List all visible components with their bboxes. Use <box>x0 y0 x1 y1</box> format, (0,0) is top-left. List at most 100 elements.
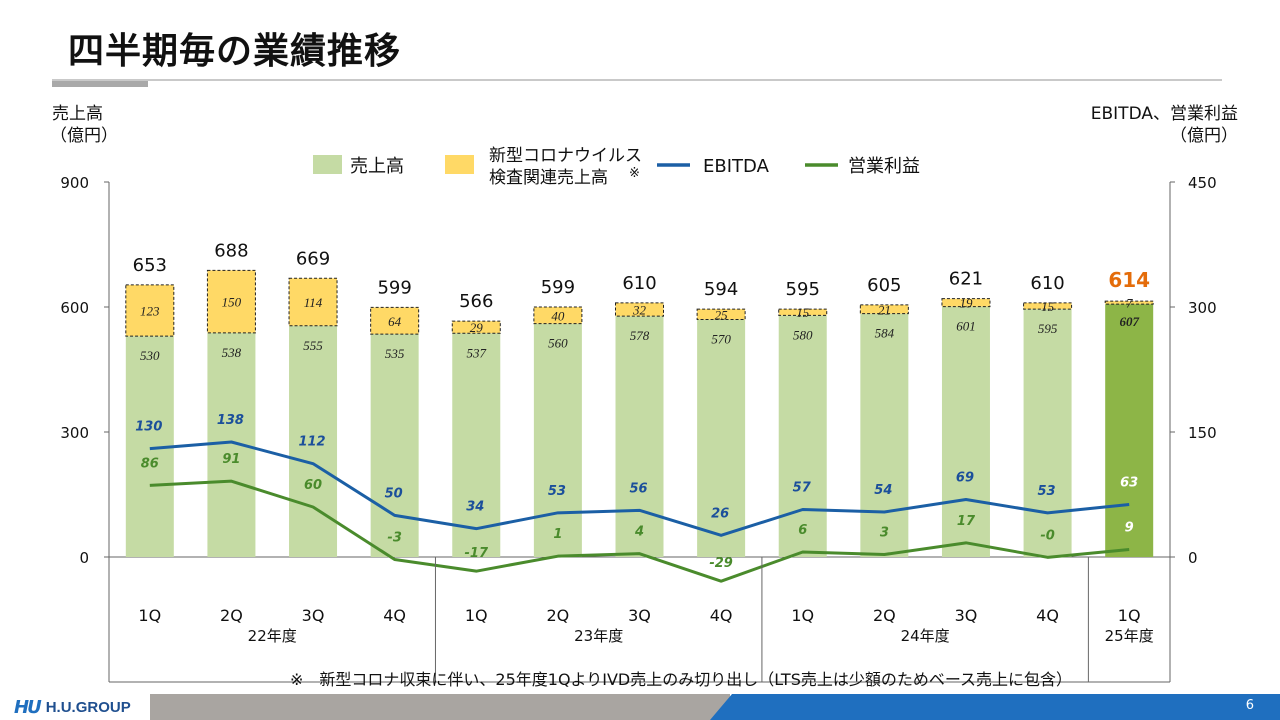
total-value-label: 653 <box>133 255 167 276</box>
op-income-value-label: 6 <box>798 523 807 538</box>
op-income-value-label: 91 <box>222 452 240 467</box>
left-tick-label: 0 <box>79 549 89 567</box>
chart-bars <box>125 269 1154 557</box>
ebitda-value-label: 54 <box>874 483 892 498</box>
sales-value-label: 607 <box>1119 314 1139 329</box>
total-value-label: 595 <box>786 279 820 300</box>
right-tick-label: 0 <box>1188 549 1198 567</box>
covid-bar <box>615 302 664 317</box>
op-income-value-label: 86 <box>141 456 159 471</box>
legend-ebitda-label: EBITDA <box>703 156 770 177</box>
chart-x-axis: 1Q 2Q 3Q 4Q 1Q 2Q 3Q 4Q 1Q 2Q 3Q 4Q 1Q 22年度 23年度 24年度 25… <box>138 557 1154 682</box>
legend-covid-swatch <box>445 155 474 174</box>
title-accent-bar <box>52 81 148 87</box>
quarter-label: 4Q <box>383 606 406 625</box>
covid-bar <box>206 269 256 334</box>
company-logo: HU H.U.GROUP <box>14 697 131 718</box>
quarterly-results-chart: 売上高 新型コロナウイルス 検査関連売上高 ※ EBITDA 営業利益 0 300… <box>60 146 1217 683</box>
total-value-label: 610 <box>1030 273 1064 294</box>
total-value-label: 599 <box>377 277 411 298</box>
right-axis-title-line2: （億円） <box>1170 126 1238 146</box>
ebitda-value-label: 57 <box>793 481 812 496</box>
fiscal-year-label: 22年度 <box>248 627 297 645</box>
total-value-label: 610 <box>622 273 656 294</box>
quarter-label: 1Q <box>465 606 488 625</box>
total-value-label: 594 <box>704 279 738 300</box>
ebitda-value-label: 26 <box>711 506 729 521</box>
covid-bar <box>1023 302 1073 310</box>
chart-legend: 売上高 新型コロナウイルス 検査関連売上高 ※ EBITDA 営業利益 <box>313 146 920 188</box>
total-value-label: 669 <box>296 248 330 269</box>
sales-bar <box>860 313 909 557</box>
sales-value-label: 580 <box>793 327 813 342</box>
ebitda-value-label: 112 <box>298 435 325 450</box>
legend-covid-note-mark: ※ <box>629 166 640 181</box>
quarter-label: 2Q <box>220 606 243 625</box>
covid-bar <box>941 298 991 308</box>
quarter-label: 1Q <box>138 606 161 625</box>
quarter-label: 1Q <box>791 606 814 625</box>
covid-bar <box>370 306 420 335</box>
covid-value-label: 29 <box>470 320 484 335</box>
right-tick-label: 150 <box>1188 424 1217 442</box>
sales-value-label: 538 <box>222 345 242 360</box>
footer-gray-band <box>150 694 730 720</box>
total-value-label: 621 <box>949 269 983 290</box>
sales-value-label: 601 <box>956 319 976 334</box>
op-income-value-label: -3 <box>387 531 401 546</box>
covid-value-label: 7 <box>1126 296 1133 311</box>
covid-value-label: 25 <box>715 307 729 322</box>
right-tick-label: 300 <box>1188 299 1217 317</box>
title-divider <box>52 79 1222 81</box>
total-value-label: 614 <box>1108 268 1150 292</box>
ebitda-value-label: 53 <box>1038 484 1056 499</box>
ebitda-value-label: 34 <box>466 500 484 515</box>
sales-value-label: 595 <box>1038 321 1058 336</box>
left-axis-title: 売上高 （億円） <box>50 103 118 147</box>
covid-value-label: 15 <box>796 305 810 320</box>
fiscal-year-label: 24年度 <box>901 627 950 645</box>
sales-value-label: 555 <box>303 338 323 353</box>
fiscal-year-label: 23年度 <box>574 627 623 645</box>
legend-covid-label-line1: 新型コロナウイルス <box>489 146 642 166</box>
sales-value-label: 530 <box>140 348 160 363</box>
covid-bar <box>778 308 828 316</box>
covid-value-label: 15 <box>1041 299 1055 314</box>
quarter-label: 3Q <box>302 606 325 625</box>
covid-value-label: 19 <box>959 296 973 311</box>
fiscal-year-label: 25年度 <box>1105 627 1154 645</box>
sales-value-label: 537 <box>467 345 487 360</box>
quarter-label: 4Q <box>710 606 733 625</box>
covid-bar <box>696 308 746 321</box>
legend-sales-label: 売上高 <box>350 156 404 177</box>
total-value-label: 566 <box>459 291 493 312</box>
sales-value-label: 570 <box>711 332 731 347</box>
covid-bar <box>125 284 175 337</box>
footnote: ※ 新型コロナ収束に伴い、25年度1QよりIVD売上のみ切り出し（LTS売上は少… <box>290 670 1073 689</box>
op-income-value-label: 1 <box>553 527 562 542</box>
quarter-label: 3Q <box>628 606 651 625</box>
ebitda-value-label: 63 <box>1120 476 1138 491</box>
covid-bar <box>288 277 338 327</box>
sales-value-label: 578 <box>630 328 650 343</box>
covid-value-label: 40 <box>551 308 565 323</box>
op-income-value-label: 4 <box>634 525 644 540</box>
sales-bar <box>1105 304 1154 557</box>
legend-sales-swatch <box>313 155 342 174</box>
op-income-line <box>149 479 1130 583</box>
quarter-label: 1Q <box>1118 606 1141 625</box>
total-value-label: 688 <box>214 240 248 261</box>
covid-value-label: 21 <box>878 302 891 317</box>
ebitda-value-label: 50 <box>385 486 403 501</box>
left-axis-title-line2: （億円） <box>50 126 118 146</box>
quarter-label: 3Q <box>955 606 978 625</box>
sales-bar <box>941 306 990 557</box>
left-axis-title-line1: 売上高 <box>52 104 103 124</box>
chart-data-labels: 5301236535381506885551146695356459953729… <box>133 240 1150 571</box>
sales-bar <box>697 319 746 557</box>
op-income-value-label: -29 <box>709 556 733 571</box>
total-value-label: 599 <box>541 277 575 298</box>
ebitda-value-label: 56 <box>629 481 647 496</box>
sales-bar <box>778 315 827 557</box>
